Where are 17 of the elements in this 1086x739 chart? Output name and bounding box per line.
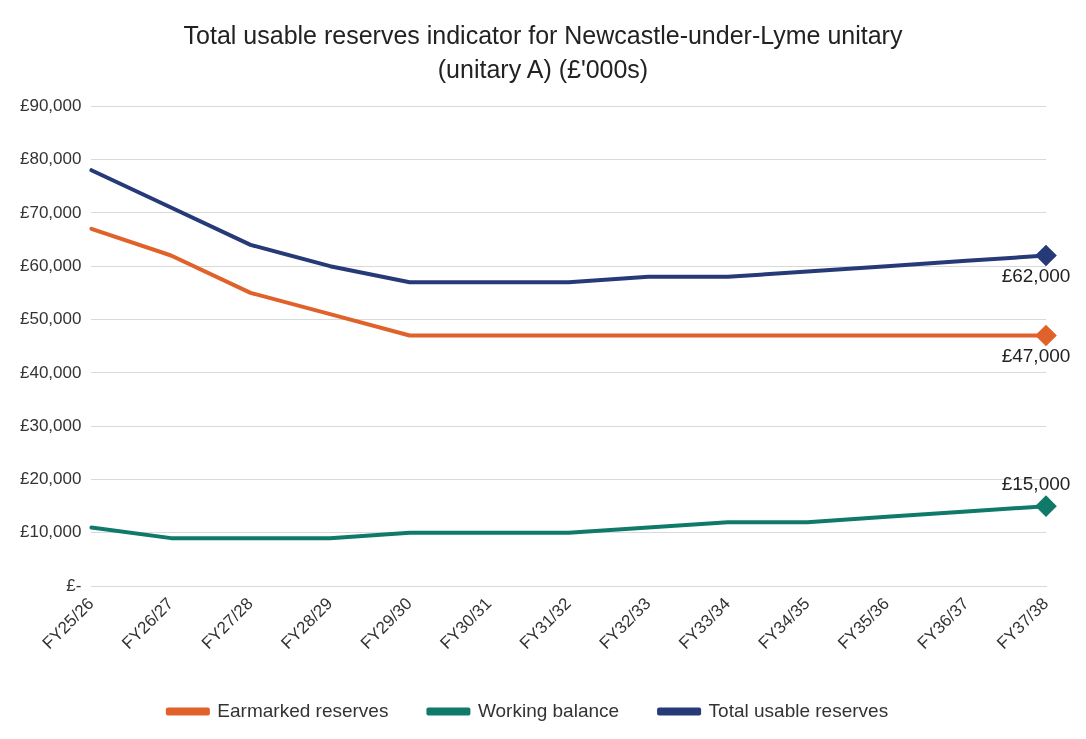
y-tick-label: £30,000 [20, 415, 82, 435]
y-tick-label: £90,000 [20, 95, 82, 115]
legend-label: Earmarked reserves [217, 699, 389, 721]
legend-label: Working balance [477, 699, 620, 721]
data-label: £15,000 [1001, 472, 1071, 494]
y-tick-label: £10,000 [20, 522, 82, 542]
y-tick-label: £50,000 [20, 309, 82, 329]
y-tick-label: £40,000 [20, 362, 82, 382]
y-tick-label: £80,000 [20, 149, 82, 169]
y-tick-label: £20,000 [20, 469, 82, 489]
y-tick-label: £60,000 [20, 255, 82, 275]
data-label: £47,000 [1001, 345, 1071, 367]
y-tick-label: £70,000 [20, 202, 82, 222]
legend-label: Total usable reserves [708, 699, 889, 721]
data-label: £62,000 [1001, 265, 1071, 287]
chart-title: Total usable reserves indicator for Newcastle-under-Lyme unitary (unitary A) (£'000s) [182, 20, 904, 85]
y-tick-label: £- [66, 575, 82, 595]
